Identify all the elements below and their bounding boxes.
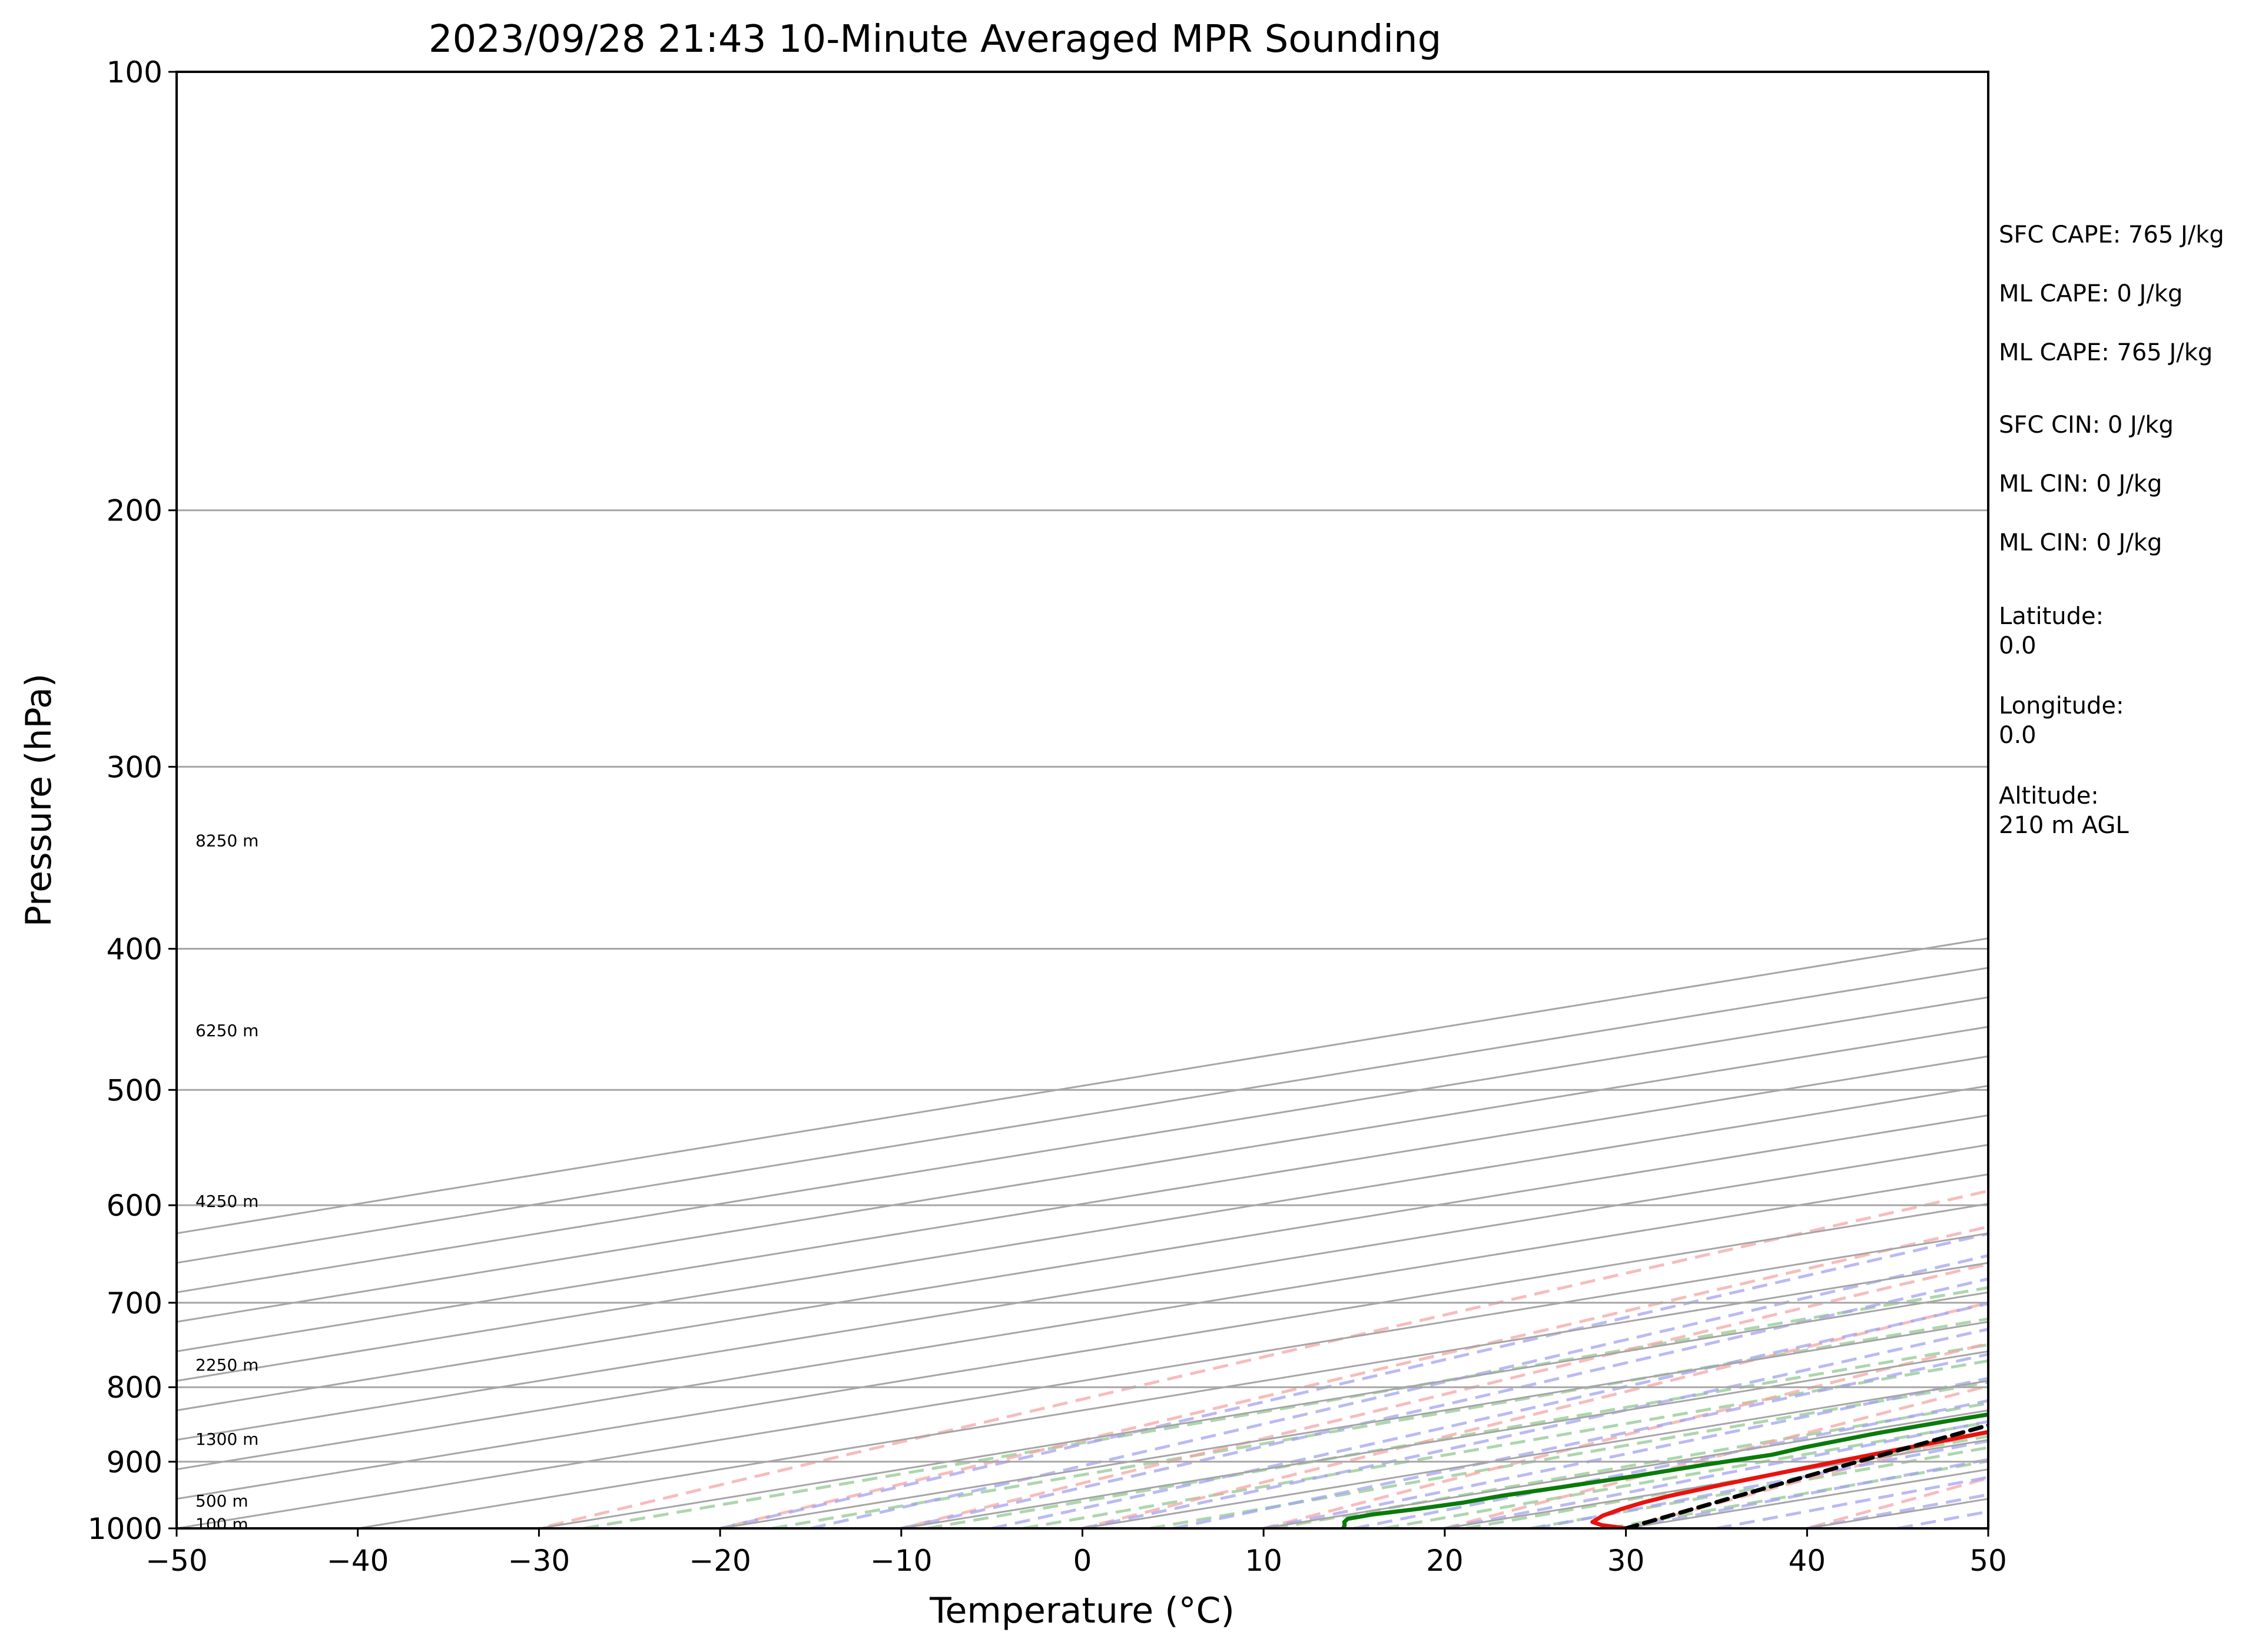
height-label: 500 m bbox=[195, 1491, 248, 1511]
annotation-text: Latitude: 0.0 bbox=[1999, 603, 2104, 659]
isotherm bbox=[177, 1084, 1988, 1382]
y-tick-label: 300 bbox=[107, 750, 162, 784]
y-tick-label: 900 bbox=[107, 1445, 162, 1479]
x-tick-label: 30 bbox=[1607, 1544, 1645, 1578]
mixing-ratio-line bbox=[1608, 1459, 1988, 1528]
dry-adiabat bbox=[895, 1262, 1988, 1528]
y-axis-label: Pressure (hPa) bbox=[18, 674, 59, 927]
x-tick-label: −10 bbox=[870, 1544, 933, 1578]
y-tick-label: 500 bbox=[107, 1073, 162, 1107]
annotation-line: Longitude: bbox=[1999, 692, 2124, 719]
isobar-gridlines bbox=[177, 509, 1988, 1463]
isotherm bbox=[177, 1114, 1988, 1412]
plot-area: 100 m 500 m 1300 m 2250 m 4250 m 6250 m 8250 m bbox=[177, 509, 1988, 1534]
y-tick-label: 600 bbox=[107, 1189, 162, 1223]
moist-adiabat bbox=[1172, 1352, 1988, 1528]
annotation-line: 0.0 bbox=[1999, 632, 2037, 659]
isotherm-gridlines bbox=[177, 937, 1988, 1528]
moist-adiabats bbox=[719, 1232, 1988, 1528]
isotherm bbox=[177, 1055, 1988, 1352]
dry-adiabat bbox=[1258, 1342, 1988, 1528]
y-axis-ticks: 1000 900 800 700 600 500 400 300 200 100 bbox=[88, 55, 177, 1546]
sounding-annotations: SFC CAPE: 765 J/kg ML CAPE: 0 J/kg ML CAPE… bbox=[1999, 221, 2224, 839]
height-label: 8250 m bbox=[195, 831, 258, 850]
isotherm bbox=[177, 1232, 1988, 1528]
x-tick-label: 10 bbox=[1245, 1544, 1282, 1578]
moist-adiabat bbox=[719, 1232, 1988, 1528]
isotherm bbox=[177, 996, 1988, 1293]
x-tick-label: 0 bbox=[1073, 1544, 1092, 1578]
dry-adiabat bbox=[532, 1189, 1988, 1528]
y-tick-label: 700 bbox=[107, 1286, 162, 1321]
moist-adiabat bbox=[810, 1254, 1988, 1528]
moist-adiabat bbox=[1444, 1419, 1988, 1528]
isotherm bbox=[177, 1026, 1988, 1323]
x-tick-label: −40 bbox=[327, 1544, 389, 1578]
sounding-traces bbox=[1341, 1412, 1988, 1528]
y-tick-label: 400 bbox=[107, 932, 162, 966]
height-label: 1300 m bbox=[195, 1429, 258, 1449]
height-labels: 100 m 500 m 1300 m 2250 m 4250 m 6250 m 8250 m bbox=[195, 831, 258, 1534]
temperature-trace bbox=[1590, 1429, 1988, 1528]
annotation-text: ML CIN: 0 J/kg bbox=[1999, 529, 2162, 556]
annotation-text: Longitude: 0.0 bbox=[1999, 692, 2124, 749]
isotherm bbox=[177, 1143, 1988, 1441]
annotation-text: SFC CIN: 0 J/kg bbox=[1999, 412, 2174, 439]
dewpoint-trace bbox=[1341, 1412, 1988, 1528]
x-axis-ticks: −50 −40 −30 −20 −10 0 10 20 30 40 50 bbox=[145, 1528, 2007, 1578]
chart-title: 2023/09/28 21:43 10-Minute Averaged MPR … bbox=[429, 18, 1441, 61]
x-axis-label: Temperature (°C) bbox=[929, 1590, 1235, 1631]
annotation-line: Altitude: bbox=[1999, 782, 2099, 810]
x-tick-label: 40 bbox=[1788, 1544, 1826, 1578]
moist-adiabat bbox=[1354, 1399, 1988, 1528]
moist-adiabat bbox=[991, 1302, 1988, 1528]
y-tick-label: 800 bbox=[107, 1371, 162, 1405]
x-tick-label: −50 bbox=[145, 1544, 208, 1578]
y-tick-label: 200 bbox=[107, 494, 162, 528]
parcel-trace bbox=[1624, 1423, 1988, 1528]
dry-adiabat bbox=[1439, 1384, 1988, 1528]
height-label: 100 m bbox=[195, 1514, 248, 1534]
isotherm bbox=[177, 1173, 1988, 1471]
x-tick-label: 50 bbox=[1969, 1544, 2007, 1578]
annotation-text: ML CIN: 0 J/kg bbox=[1999, 470, 2162, 497]
annotation-line: 0.0 bbox=[1999, 722, 2037, 749]
moist-adiabat bbox=[1263, 1376, 1988, 1528]
height-label: 6250 m bbox=[195, 1021, 258, 1040]
dry-adiabats bbox=[532, 1189, 1988, 1528]
x-tick-label: 20 bbox=[1426, 1544, 1464, 1578]
annotation-text: ML CAPE: 765 J/kg bbox=[1999, 339, 2213, 366]
height-label: 4250 m bbox=[195, 1192, 258, 1211]
x-tick-label: −30 bbox=[508, 1544, 571, 1578]
height-label: 2250 m bbox=[195, 1355, 258, 1375]
annotation-text: SFC CAPE: 765 J/kg bbox=[1999, 221, 2224, 248]
isotherm bbox=[177, 1203, 1988, 1500]
annotation-text: ML CAPE: 0 J/kg bbox=[1999, 280, 2183, 307]
moist-adiabat bbox=[1082, 1327, 1988, 1528]
annotation-line: 210 m AGL bbox=[1999, 812, 2129, 839]
y-tick-label: 100 bbox=[107, 55, 162, 89]
annotation-text: Altitude: 210 m AGL bbox=[1999, 782, 2129, 839]
annotation-line: Latitude: bbox=[1999, 603, 2104, 630]
x-tick-label: −20 bbox=[689, 1544, 751, 1578]
isotherm bbox=[357, 1262, 1988, 1528]
y-tick-label: 1000 bbox=[88, 1512, 162, 1546]
